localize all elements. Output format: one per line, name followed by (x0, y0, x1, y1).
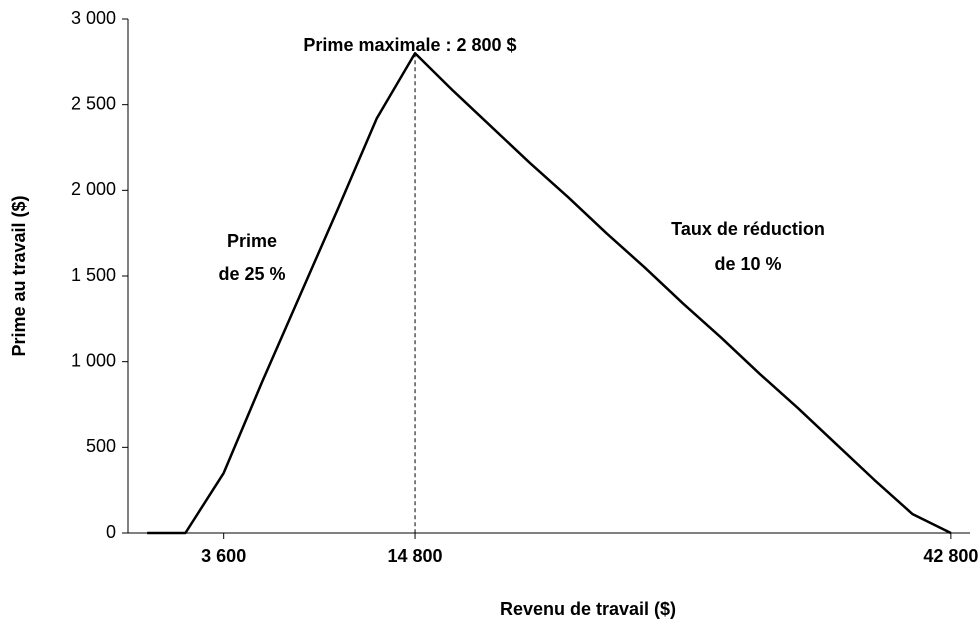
x-axis-label: Revenu de travail ($) (500, 599, 676, 619)
y-tick-label: 1 000 (71, 350, 116, 370)
y-tick-label: 3 000 (71, 8, 116, 28)
x-tick-label: 3 600 (201, 546, 246, 566)
y-tick-label: 500 (86, 436, 116, 456)
line-series (147, 52, 952, 535)
y-tick-label: 2 500 (71, 93, 116, 113)
x-tick-label: 42 800 (923, 546, 978, 566)
annotation: de 25 % (218, 264, 285, 284)
y-tick-label: 2 000 (71, 179, 116, 199)
y-tick-label: 0 (106, 522, 116, 542)
annotation: Prime (227, 231, 277, 251)
annotation: Prime maximale : 2 800 $ (303, 35, 516, 55)
annotation: de 10 % (714, 254, 781, 274)
annotation: Taux de réduction (671, 219, 825, 239)
x-tick-label: 14 800 (388, 546, 443, 566)
y-axis-label: Prime au travail ($) (9, 195, 29, 356)
y-tick-label: 1 500 (71, 265, 116, 285)
